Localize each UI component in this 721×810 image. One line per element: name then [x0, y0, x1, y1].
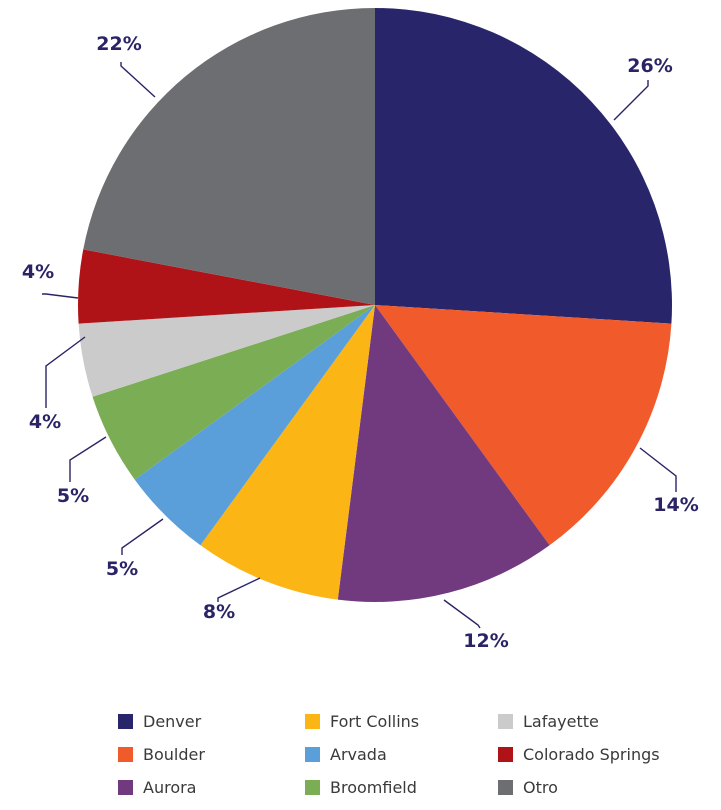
pie-slice-boulder [375, 305, 672, 546]
legend-swatch-fort-collins [305, 713, 320, 729]
data-label-arvada: 5% [106, 558, 138, 580]
percentage-labels: 26% 14% 12% 8% 5% 5% 4% 4% 22% [22, 33, 699, 652]
data-label-broomfield: 5% [57, 485, 89, 507]
legend-swatch-lafayette [498, 713, 513, 729]
pie-slice-broomfield [92, 305, 375, 480]
legend-label-otro: Otro [523, 777, 558, 797]
leader-line-arvada [121, 518, 164, 555]
legend-item-arvada: Arvada [305, 741, 387, 767]
pie-slice-aurora [337, 305, 550, 603]
legend-item-boulder: Boulder [118, 741, 205, 767]
leader-line-boulder [639, 447, 677, 492]
leader-line-fort-collins [217, 577, 261, 602]
legend-swatch-denver [118, 713, 133, 729]
legend-swatch-arvada [305, 746, 320, 762]
leader-lines [42, 62, 677, 629]
data-label-colorado-springs: 4% [22, 261, 54, 283]
leader-line-colorado-springs [42, 293, 79, 299]
leader-line-aurora [443, 599, 481, 629]
legend-item-lafayette: Lafayette [498, 708, 599, 734]
pie-slice-colorado-springs [78, 249, 375, 324]
pie-slice-denver [375, 8, 672, 324]
data-label-aurora: 12% [463, 630, 508, 652]
pie-slice-otro [83, 8, 375, 305]
legend-item-aurora: Aurora [118, 774, 196, 800]
data-label-denver: 26% [627, 55, 672, 77]
legend-label-lafayette: Lafayette [523, 711, 599, 731]
legend-swatch-aurora [118, 779, 133, 795]
pie-slices [78, 8, 672, 603]
data-label-otro: 22% [96, 33, 141, 55]
leader-line-denver [613, 80, 649, 121]
legend-item-colorado-springs: Colorado Springs [498, 741, 660, 767]
legend-swatch-broomfield [305, 779, 320, 795]
legend-item-broomfield: Broomfield [305, 774, 417, 800]
pie-slice-fort-collins [200, 305, 375, 600]
data-label-fort-collins: 8% [203, 601, 235, 623]
legend-item-denver: Denver [118, 708, 201, 734]
leader-line-broomfield [69, 436, 107, 482]
legend: Denver Boulder Aurora Fort Collins Arvada Bro… [118, 708, 718, 808]
data-label-lafayette: 4% [29, 411, 61, 433]
legend-label-aurora: Aurora [143, 777, 197, 797]
leader-line-otro [120, 62, 156, 98]
legend-label-colorado-springs: Colorado Springs [523, 744, 660, 764]
legend-swatch-boulder [118, 746, 133, 762]
legend-swatch-colorado-springs [498, 746, 513, 762]
pie-slice-lafayette [78, 305, 375, 397]
data-label-boulder: 14% [653, 494, 698, 516]
leader-line-lafayette [45, 336, 86, 408]
pie-slice-arvada [134, 305, 375, 546]
legend-label-fort-collins: Fort Collins [330, 711, 420, 731]
pie-chart: 26% 14% 12% 8% 5% 5% 4% 4% 22% [22, 8, 699, 652]
legend-label-broomfield: Broomfield [330, 777, 417, 797]
legend-item-otro: Otro [498, 774, 558, 800]
legend-swatch-otro [498, 779, 513, 795]
legend-label-denver: Denver [143, 711, 202, 731]
legend-item-fort-collins: Fort Collins [305, 708, 419, 734]
legend-label-arvada: Arvada [330, 744, 387, 764]
legend-label-boulder: Boulder [143, 744, 205, 764]
